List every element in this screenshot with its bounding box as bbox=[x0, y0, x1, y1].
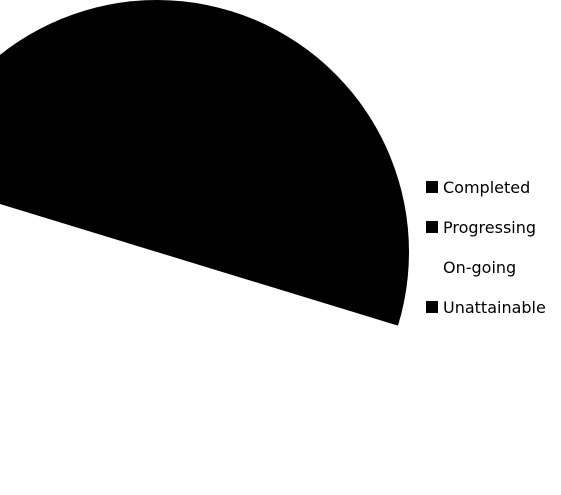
legend-label-completed: Completed bbox=[443, 177, 531, 197]
legend-item-unattainable: Unattainable bbox=[426, 287, 561, 327]
legend-swatch-unattainable bbox=[426, 301, 438, 313]
legend-item-on-going: On-going bbox=[426, 247, 561, 287]
legend-item-progressing: Progressing bbox=[426, 207, 561, 247]
pie-slice-zero-segments bbox=[0, 0, 409, 326]
legend-swatch-completed bbox=[426, 181, 438, 193]
legend-item-completed: Completed bbox=[426, 167, 561, 207]
legend-swatch-on-going bbox=[426, 261, 438, 273]
legend-label-on-going: On-going bbox=[443, 257, 517, 277]
legend-label-unattainable: Unattainable bbox=[443, 297, 546, 317]
legend-swatch-progressing bbox=[426, 221, 438, 233]
chart-legend: Completed Progressing On-going Unattainable bbox=[426, 167, 561, 327]
legend-label-progressing: Progressing bbox=[443, 217, 537, 237]
